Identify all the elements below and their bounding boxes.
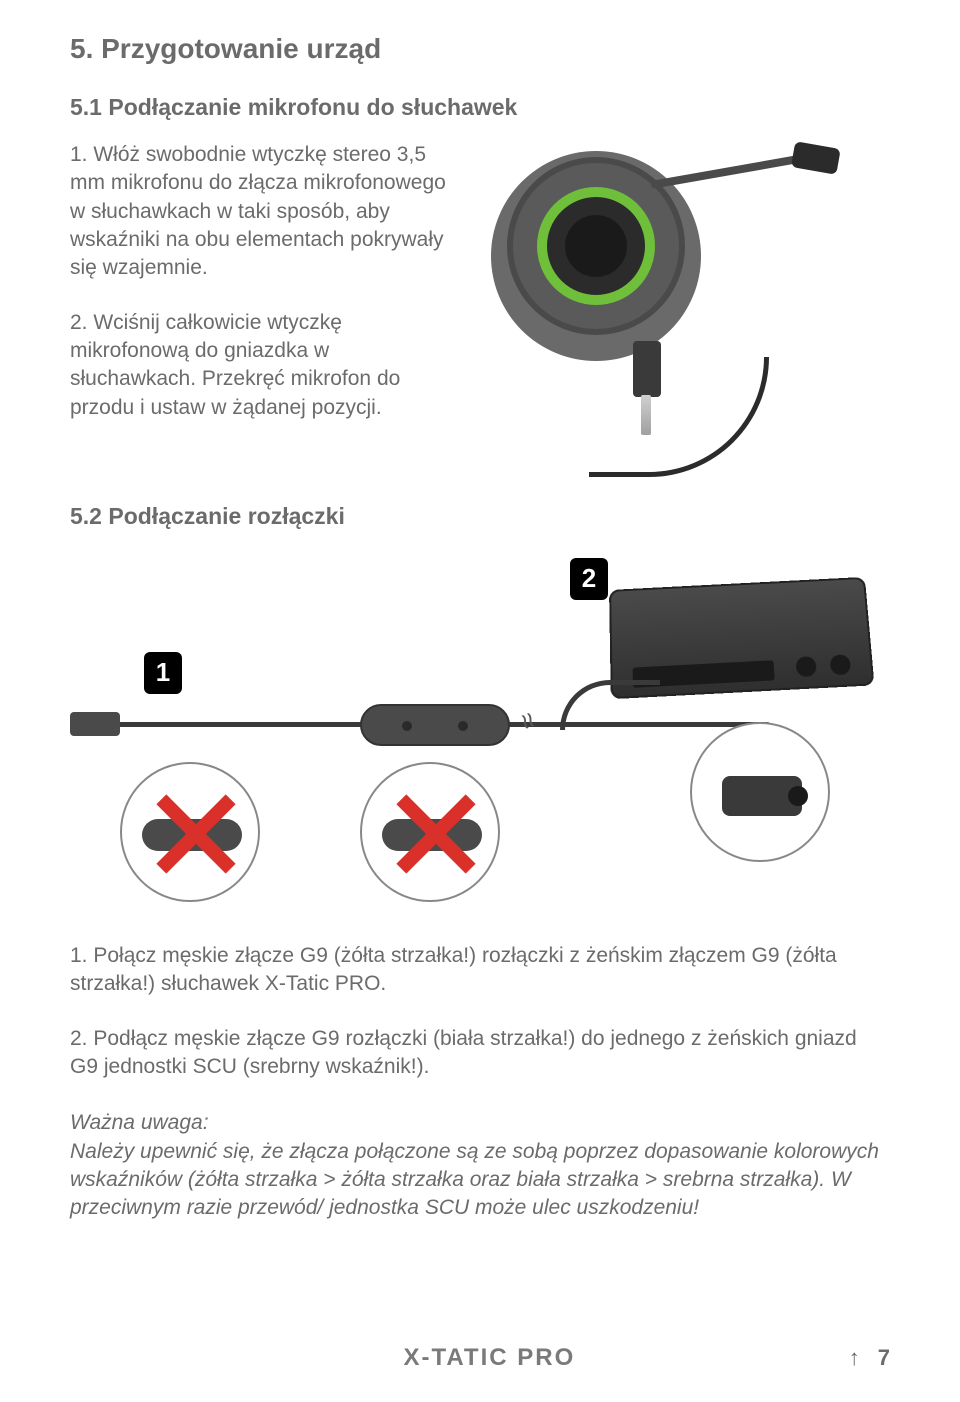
step-5-1-2: 2. Wciśnij całkowicie wtyczkę mikrofonow… [70,309,452,422]
subsection-heading-5-1: 5.1 Podłączanie mikrofonu do słuchawek [70,92,890,123]
step-5-1-1: 1. Włóż swobodnie wtyczkę stereo 3,5 mm … [70,141,452,283]
headset-illustration [491,141,871,461]
footer-brand: X-TATIC PRO [130,1342,849,1374]
detail-circle-middle [360,762,500,902]
scu-port [830,654,852,675]
up-arrow-icon: ↑ [849,1343,860,1373]
detail-plug [382,819,482,851]
section-heading: 5. Przygotowanie urząd [70,30,890,68]
note-title: Ważna uwaga: [70,1109,890,1137]
page-footer: X-TATIC PRO ↑ 7 [70,1342,890,1374]
page-number: 7 [878,1343,890,1373]
figure-5-1 [472,141,890,461]
cable [589,357,769,477]
subsection-heading-5-2: 5.2 Podłączanie rozłączki [70,501,890,532]
microphone-boom [650,148,839,189]
figure-5-2: ≈ 1 2 [70,552,890,912]
earcup-center [565,215,627,277]
cable-break-icon: ≈ [507,707,548,734]
section-5-1: 1. Włóż swobodnie wtyczkę stereo 3,5 mm … [70,141,890,461]
callout-badge-1: 1 [144,652,182,694]
step-5-2-2: 2. Podłącz męskie złącze G9 rozłączki (b… [70,1025,890,1082]
section-5-1-text: 1. Włóż swobodnie wtyczkę stereo 3,5 mm … [70,141,472,461]
footer-right: ↑ 7 [849,1343,890,1373]
detail-scu-port [722,776,802,816]
note-body: Należy upewnić się, że złącza połączone … [70,1138,890,1223]
inline-controller [360,704,510,746]
breakaway-cable-illustration: ≈ 1 2 [70,552,890,912]
callout-badge-2: 2 [570,558,608,600]
step-5-2-1: 1. Połącz męskie złącze G9 (żółta strzał… [70,942,890,999]
microphone-tip [791,141,841,175]
scu-port [795,656,817,677]
detail-circle-right [690,722,830,862]
detail-circle-left [120,762,260,902]
detail-plug [142,819,242,851]
jack-connector [70,712,120,736]
